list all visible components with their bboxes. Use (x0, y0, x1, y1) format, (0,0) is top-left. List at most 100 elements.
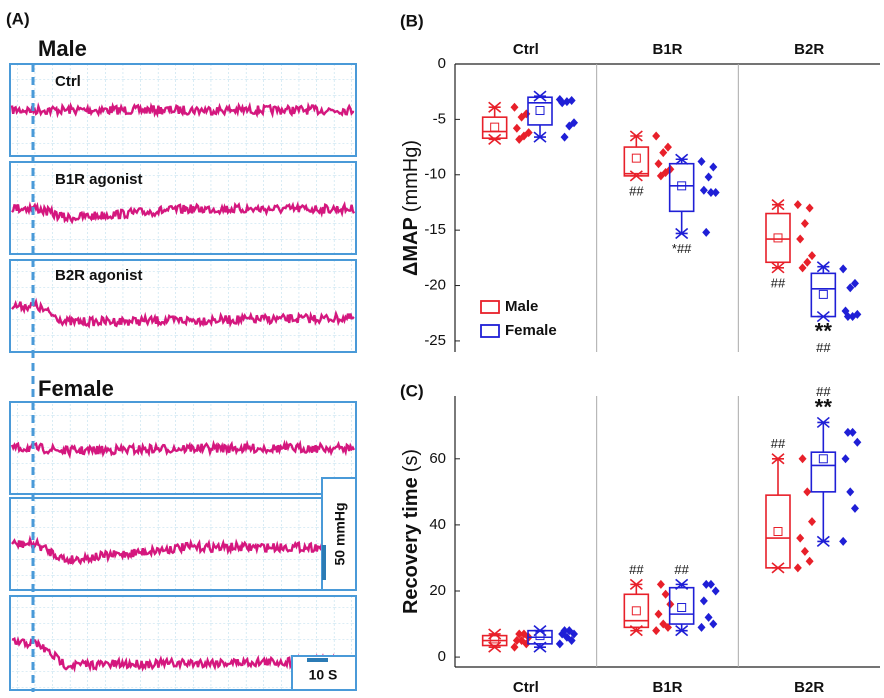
y-axis-label-main: ΔMAP (400, 217, 422, 276)
data-point (796, 534, 804, 543)
data-point (664, 143, 672, 152)
data-point (844, 428, 852, 437)
category-label: Ctrl (513, 41, 539, 58)
trace-label: Ctrl (55, 73, 81, 90)
category-label: Ctrl (513, 679, 539, 696)
trace-label: B2R agonist (55, 267, 143, 284)
data-point (659, 148, 667, 157)
y-tick-label: 20 (429, 582, 446, 599)
data-point (839, 537, 847, 546)
data-point (698, 157, 706, 166)
figure: (A) Male Female Ctrl B1R agonist B2R ago… (0, 0, 884, 698)
scale-label: 50 mmHg (332, 502, 348, 565)
box (766, 214, 790, 263)
significance: ## (816, 340, 831, 355)
data-point (801, 219, 809, 228)
significance: ## (674, 562, 689, 577)
legend-label: Female (505, 322, 557, 339)
whisker-cap (489, 642, 501, 652)
data-point (808, 251, 816, 260)
data-point (652, 132, 660, 141)
legend-label: Male (505, 298, 538, 315)
data-point (799, 263, 807, 272)
data-point (839, 264, 847, 273)
mean (774, 528, 782, 536)
box (528, 97, 552, 125)
y-tick-label: 40 (429, 516, 446, 533)
data-point (712, 586, 720, 595)
mean (819, 455, 827, 463)
group-title: Female (38, 376, 114, 401)
legend-swatch (481, 325, 499, 337)
data-point (698, 623, 706, 632)
y-axis-label-unit: (s) (400, 449, 422, 472)
mean (678, 604, 686, 612)
data-point (796, 235, 804, 244)
y-tick-label: -25 (424, 332, 446, 349)
panel-label: (B) (400, 11, 424, 30)
data-point (794, 563, 802, 572)
box (483, 117, 507, 138)
data-point (702, 228, 710, 237)
significance: *## (672, 241, 692, 256)
data-point (513, 124, 521, 133)
category-label: B1R (652, 679, 682, 696)
mean (632, 607, 640, 615)
box (624, 147, 648, 176)
y-tick-label: -20 (424, 277, 446, 294)
box (811, 452, 835, 492)
mean (536, 107, 544, 115)
data-point (846, 487, 854, 496)
group-title: Male (38, 36, 87, 61)
y-tick-label: 0 (438, 55, 446, 72)
data-point (662, 590, 670, 599)
data-point (700, 186, 708, 195)
data-point (851, 504, 859, 513)
data-point (705, 172, 713, 181)
data-point (556, 639, 564, 648)
mean (491, 123, 499, 131)
data-point (853, 438, 861, 447)
data-point (806, 557, 814, 566)
data-point (799, 454, 807, 463)
panel-label: (A) (6, 9, 30, 28)
significance: ** (815, 394, 833, 419)
y-tick-label: -10 (424, 166, 446, 183)
data-point (801, 547, 809, 556)
scale-label: 10 S (309, 667, 338, 683)
significance: ## (629, 183, 644, 198)
whisker-cap (489, 134, 501, 144)
trace-label: B1R agonist (55, 171, 143, 188)
category-label: B1R (652, 41, 682, 58)
y-axis-label-unit: (mmHg) (400, 140, 422, 212)
data-point (806, 204, 814, 213)
data-point (652, 626, 660, 635)
data-point (707, 188, 715, 197)
y-axis-label: Recovery time(s) (400, 449, 422, 614)
legend-swatch (481, 301, 499, 313)
data-point (511, 103, 519, 112)
data-point (655, 159, 663, 168)
significance: ## (629, 562, 644, 577)
whisker-cap (534, 91, 546, 101)
category-label: B2R (794, 679, 824, 696)
data-point (702, 580, 710, 589)
box (670, 164, 694, 212)
data-point (561, 133, 569, 142)
y-axis-label: ΔMAP (mmHg) (400, 140, 422, 276)
data-point (705, 613, 713, 622)
data-point (803, 258, 811, 267)
box (811, 273, 835, 316)
box (766, 495, 790, 568)
y-tick-label: 0 (438, 648, 446, 665)
mean (819, 290, 827, 298)
data-point (842, 454, 850, 463)
significance: ## (771, 275, 786, 290)
y-tick-label: -5 (433, 110, 446, 127)
data-point (808, 517, 816, 526)
data-point (700, 596, 708, 605)
mean (774, 234, 782, 242)
data-point (709, 163, 717, 172)
panel-label: (C) (400, 381, 424, 400)
data-point (657, 580, 665, 589)
